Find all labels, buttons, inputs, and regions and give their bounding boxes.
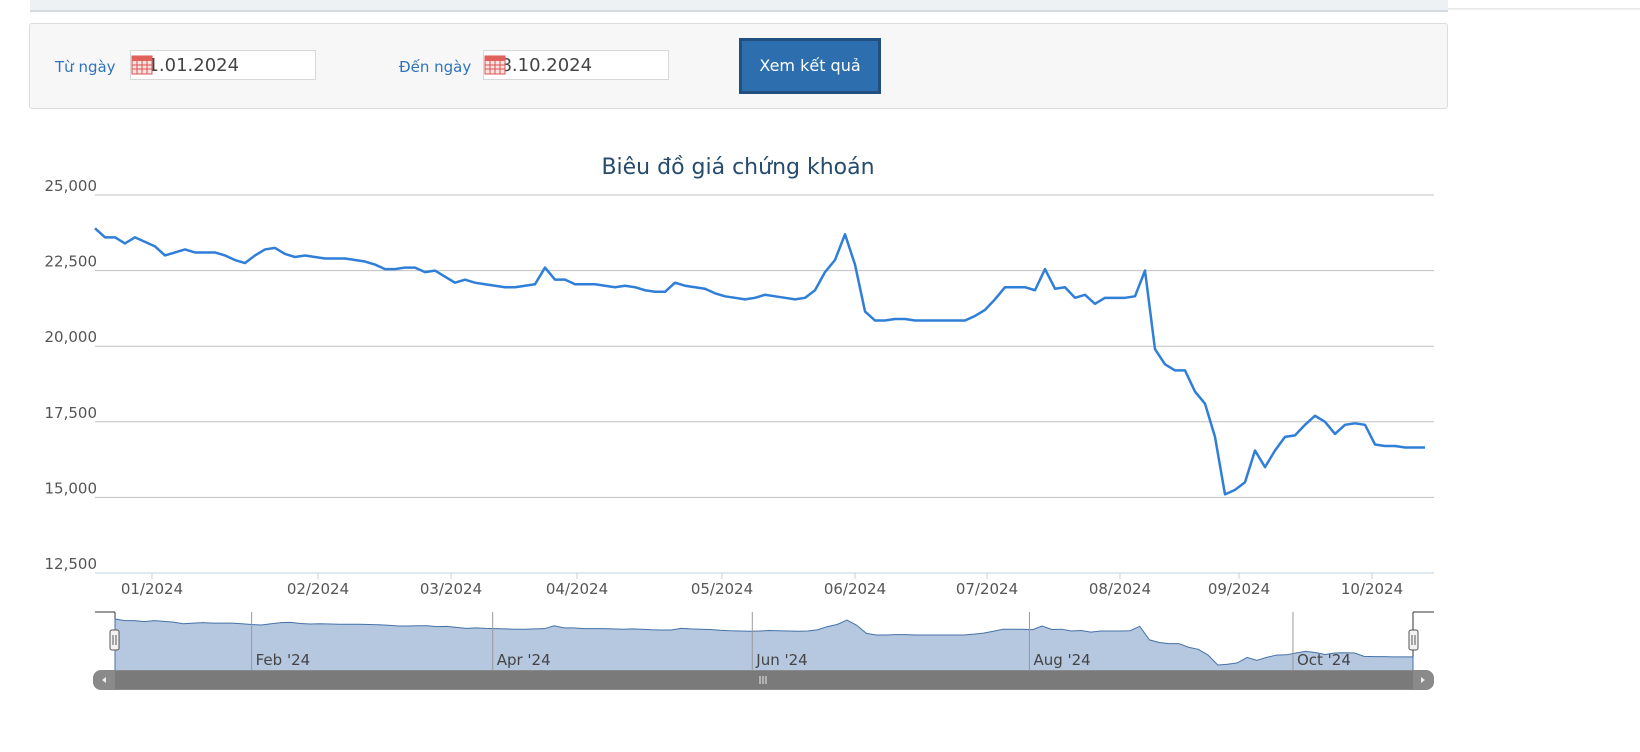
calendar-icon[interactable]: [484, 55, 506, 75]
x-tick-label: 05/2024: [691, 580, 753, 598]
price-line: [94, 227, 1425, 496]
date-form: Từ ngày 01.01.2024 Đến ngày 28.10.2024 X…: [29, 23, 1448, 109]
y-tick-label: 12,500: [45, 555, 98, 573]
navigator-area: [114, 618, 1414, 672]
from-input[interactable]: 01.01.2024: [130, 50, 316, 80]
top-bar: [30, 0, 1448, 12]
navigator-handle[interactable]: [109, 629, 120, 651]
to-input[interactable]: 28.10.2024: [483, 50, 669, 80]
calendar-icon[interactable]: [131, 55, 153, 75]
navigator-label: Oct '24: [1297, 651, 1351, 669]
navigator-label: Aug '24: [1033, 651, 1090, 669]
y-tick-label: 15,000: [45, 479, 98, 497]
x-tick-label: 08/2024: [1089, 580, 1151, 598]
navigator-label: Jun '24: [755, 651, 807, 669]
x-tick-label: 01/2024: [121, 580, 183, 598]
from-value: 01.01.2024: [136, 55, 240, 76]
y-tick-label: 25,000: [45, 177, 98, 195]
x-tick-label: 06/2024: [824, 580, 886, 598]
navigator-handle[interactable]: [1408, 629, 1419, 651]
x-tick-label: 10/2024: [1341, 580, 1403, 598]
thumb-grip: [759, 676, 767, 684]
navigator-label: Apr '24: [497, 651, 551, 669]
scroll-right[interactable]: [1421, 677, 1425, 683]
handle-grip: [1411, 635, 1416, 645]
scrollbar-thumb[interactable]: [115, 671, 1413, 689]
from-label: Từ ngày: [55, 58, 116, 76]
x-tick-label: 07/2024: [956, 580, 1018, 598]
shadow: [1448, 8, 1640, 11]
handle-grip: [112, 635, 117, 645]
chart-title: Biêu đồ giá chứng khoán: [601, 155, 874, 180]
scroll-left[interactable]: [102, 677, 106, 683]
navigator-label: Feb '24: [256, 651, 311, 669]
to-value: 28.10.2024: [489, 55, 593, 76]
x-tick-label: 02/2024: [287, 580, 349, 598]
x-tick-label: 03/2024: [420, 580, 482, 598]
y-tick-label: 17,500: [45, 404, 98, 422]
to-label: Đến ngày: [399, 58, 472, 76]
submit-button[interactable]: Xem kết quả: [739, 38, 881, 94]
y-tick-label: 20,000: [45, 328, 98, 346]
x-tick-label: 04/2024: [546, 580, 608, 598]
y-tick-label: 22,500: [45, 253, 98, 271]
x-tick-label: 09/2024: [1208, 580, 1270, 598]
